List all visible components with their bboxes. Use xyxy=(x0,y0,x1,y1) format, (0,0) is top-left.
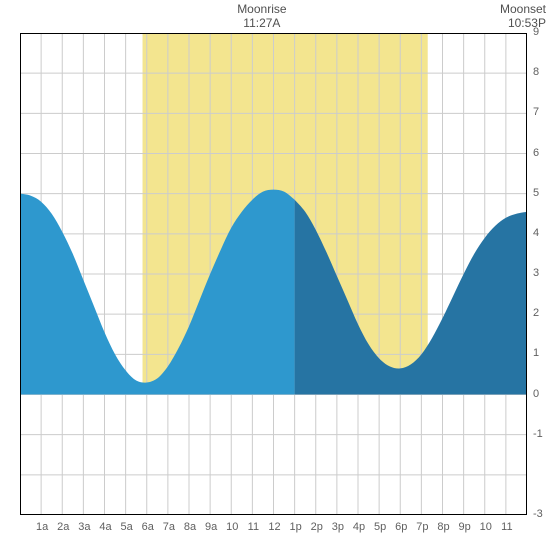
x-tick-label: 6p xyxy=(392,521,410,533)
moonset-time: 10:53P xyxy=(508,16,546,30)
x-tick-label: 3p xyxy=(329,521,347,533)
moonrise-name: Moonrise xyxy=(237,2,286,16)
x-tick-label: 7p xyxy=(413,521,431,533)
x-tick-label: 8p xyxy=(435,521,453,533)
x-tick-label: 5p xyxy=(371,521,389,533)
y-tick-label: 8 xyxy=(533,66,539,78)
y-tick-label: 5 xyxy=(533,187,539,199)
y-tick-label: 9 xyxy=(533,26,539,38)
y-tick-label: -3 xyxy=(533,508,543,520)
x-tick-label: 12 xyxy=(266,521,284,533)
x-tick-label: 3a xyxy=(75,521,93,533)
x-tick-label: 4a xyxy=(97,521,115,533)
x-tick-label: 9a xyxy=(202,521,220,533)
y-tick-label: 3 xyxy=(533,267,539,279)
tide-chart-svg xyxy=(20,33,527,515)
x-tick-label: 2a xyxy=(54,521,72,533)
moonrise-time: 11:27A xyxy=(243,16,280,30)
y-tick-label: 4 xyxy=(533,227,539,239)
y-tick-label: 1 xyxy=(533,347,539,359)
y-tick-label: 6 xyxy=(533,147,539,159)
x-tick-label: 4p xyxy=(350,521,368,533)
y-tick-label: -1 xyxy=(533,428,543,440)
x-tick-label: 11 xyxy=(244,521,262,533)
x-tick-label: 8a xyxy=(181,521,199,533)
x-tick-label: 7a xyxy=(160,521,178,533)
x-tick-label: 10 xyxy=(223,521,241,533)
y-tick-label: 0 xyxy=(533,388,539,400)
x-tick-label: 6a xyxy=(139,521,157,533)
x-tick-label: 1a xyxy=(33,521,51,533)
y-tick-label: 2 xyxy=(533,307,539,319)
x-tick-label: 5a xyxy=(118,521,136,533)
x-tick-label: 1p xyxy=(287,521,305,533)
tide-chart-root: Moonrise 11:27A Moonset 10:53P -3-101234… xyxy=(0,0,550,550)
moonrise-label: Moonrise 11:27A xyxy=(212,2,312,31)
x-tick-label: 2p xyxy=(308,521,326,533)
x-tick-label: 9p xyxy=(456,521,474,533)
plot-area xyxy=(20,33,527,515)
x-tick-label: 10 xyxy=(477,521,495,533)
x-tick-label: 11 xyxy=(498,521,516,533)
moonset-name: Moonset xyxy=(500,2,546,16)
y-tick-label: 7 xyxy=(533,106,539,118)
